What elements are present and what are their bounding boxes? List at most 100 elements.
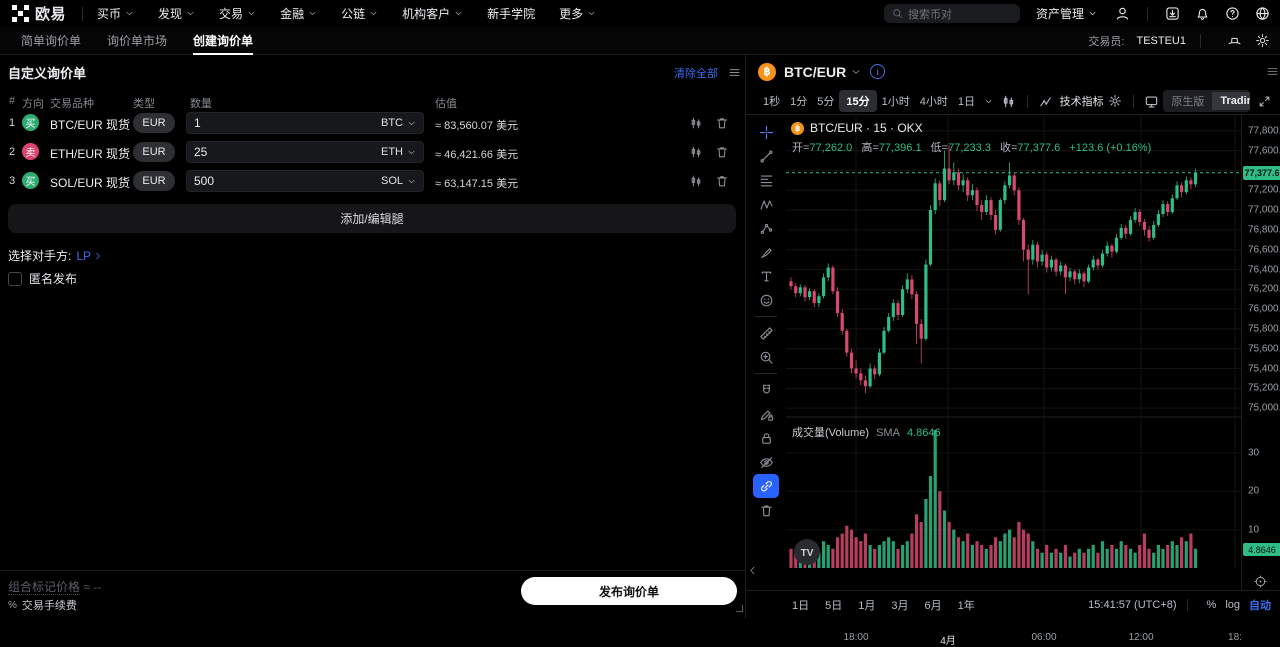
price-tick: 77,000.0	[1248, 204, 1280, 216]
crosshair-icon[interactable]	[753, 120, 779, 144]
unit-selector[interactable]: SOL	[381, 175, 416, 187]
tradingview-mode-button[interactable]: TradingView	[1212, 92, 1250, 110]
delete-leg-icon[interactable]	[715, 145, 729, 159]
nav-item-trade[interactable]: 交易	[219, 5, 256, 22]
pair-selector[interactable]: BTC/EUR 现货	[50, 116, 144, 133]
nav-item-finance[interactable]: 金融	[280, 5, 317, 22]
nav-item-chain[interactable]: 公链	[341, 5, 378, 22]
lock-icon[interactable]	[753, 426, 779, 450]
chart-menu-icon[interactable]	[1266, 65, 1279, 78]
percent-scale-button[interactable]: %	[1206, 598, 1217, 611]
hat-icon[interactable]	[1227, 33, 1242, 48]
user-icon[interactable]	[1115, 6, 1130, 21]
ruler-icon[interactable]	[753, 321, 779, 345]
view-chart-icon[interactable]	[689, 174, 703, 188]
help-icon[interactable]	[1225, 6, 1240, 21]
reset-scale-icon[interactable]	[1254, 575, 1267, 588]
range-5日[interactable]: 5日	[825, 599, 843, 612]
nav-item-academy[interactable]: 新手学院	[487, 7, 536, 21]
interval-1日[interactable]: 1日	[957, 96, 975, 108]
quantity-field[interactable]: 25 ETH	[186, 141, 424, 163]
clear-all-link[interactable]: 清除全部	[674, 67, 718, 80]
log-scale-button[interactable]: log	[1225, 598, 1240, 611]
price-axis[interactable]: 77,800.0 77,600.0 77,200.0 77,000.0 76,800.0…	[1241, 115, 1280, 590]
tab-simple-rfq[interactable]: 简单询价单	[21, 34, 82, 48]
link-icon[interactable]	[753, 474, 779, 498]
display-icon[interactable]	[1144, 94, 1159, 109]
expand-icon[interactable]	[1258, 95, 1271, 108]
type-pill[interactable]: EUR	[133, 142, 175, 162]
auto-scale-button[interactable]: 自动	[1249, 599, 1271, 612]
fee-label[interactable]: 交易手续费	[21, 600, 77, 612]
assets-menu[interactable]: 资产管理	[1036, 5, 1097, 22]
publish-rfq-button[interactable]: 发布询价单	[521, 577, 737, 605]
trash-icon[interactable]	[753, 498, 779, 522]
interval-1秒[interactable]: 1秒	[763, 96, 781, 108]
interval-4小时[interactable]: 4小时	[919, 96, 948, 108]
unit-selector[interactable]: BTC	[381, 117, 416, 129]
settings-icon[interactable]	[1255, 33, 1270, 48]
text-tool-icon[interactable]	[753, 264, 779, 288]
eye-hide-icon[interactable]	[753, 450, 779, 474]
okx-logo[interactable]	[12, 5, 29, 22]
interval-1小时[interactable]: 1小时	[881, 96, 910, 108]
tab-create-rfq[interactable]: 创建询价单	[180, 27, 266, 55]
counterparty-link[interactable]: LP	[76, 249, 103, 263]
nav-item-institutions[interactable]: 机构客户	[402, 5, 463, 22]
panel-menu-icon[interactable]	[728, 66, 741, 79]
view-chart-icon[interactable]	[689, 145, 703, 159]
fib-retracement-icon[interactable]	[753, 168, 779, 192]
nav-item-discover[interactable]: 发现	[158, 5, 195, 22]
zoom-in-icon[interactable]	[753, 345, 779, 369]
range-1月[interactable]: 1月	[858, 599, 876, 612]
nav-item-more[interactable]: 更多	[559, 5, 596, 22]
interval-15分[interactable]: 15分	[839, 90, 877, 112]
range-1日[interactable]: 1日	[792, 599, 810, 612]
resize-corner[interactable]	[736, 605, 743, 612]
pencil-lock-icon[interactable]	[753, 402, 779, 426]
view-chart-icon[interactable]	[689, 116, 703, 130]
trend-line-icon[interactable]	[753, 144, 779, 168]
interval-more-icon[interactable]	[984, 97, 993, 106]
notifications-icon[interactable]	[1195, 6, 1210, 21]
unit-selector[interactable]: ETH	[381, 146, 416, 158]
type-pill[interactable]: EUR	[133, 171, 175, 191]
info-icon[interactable]: i	[870, 64, 886, 79]
language-icon[interactable]	[1255, 6, 1270, 21]
interval-1分[interactable]: 1分	[790, 96, 808, 108]
quantity-field[interactable]: 500 SOL	[186, 170, 424, 192]
brand-name[interactable]: 欧易	[35, 6, 67, 23]
search-input[interactable]: 搜索币对	[883, 4, 1020, 23]
pair-selector[interactable]: SOL/EUR 现货	[50, 174, 144, 191]
chart-symbol[interactable]: BTC/EUR	[784, 63, 847, 80]
tab-rfq-market[interactable]: 询价单市场	[107, 34, 168, 48]
chevron-down-icon[interactable]	[851, 67, 861, 77]
emoji-icon[interactable]	[753, 288, 779, 312]
add-edit-legs-button[interactable]: 添加/编辑腿	[8, 204, 736, 233]
forecast-icon[interactable]	[753, 216, 779, 240]
chart-settings-icon[interactable]	[1108, 94, 1122, 108]
indicators-icon[interactable]	[1039, 94, 1054, 109]
interval-5分[interactable]: 5分	[817, 96, 835, 108]
download-icon[interactable]	[1165, 6, 1180, 21]
xabcd-pattern-icon[interactable]	[753, 192, 779, 216]
pair-selector[interactable]: ETH/EUR 现货	[50, 145, 144, 162]
nav-item-buy-crypto[interactable]: 买币	[97, 5, 134, 22]
delete-leg-icon[interactable]	[715, 174, 729, 188]
quantity-field[interactable]: 1 BTC	[186, 112, 424, 134]
brush-icon[interactable]	[753, 240, 779, 264]
delete-leg-icon[interactable]	[715, 116, 729, 130]
magnet-icon[interactable]	[753, 378, 779, 402]
anonymous-checkbox[interactable]	[8, 271, 22, 286]
indicators-label[interactable]: 技术指标	[1059, 96, 1104, 108]
time-axis[interactable]: 18:00 4月 06:00 12:00 18:	[786, 631, 1241, 647]
collapse-panel-icon[interactable]	[747, 565, 758, 576]
type-pill[interactable]: EUR	[133, 113, 175, 133]
range-3月[interactable]: 3月	[891, 599, 909, 612]
candle-style-icon[interactable]	[1001, 94, 1016, 109]
candlestick-chart[interactable]: TV	[786, 115, 1241, 590]
native-mode-button[interactable]: 原生版	[1171, 96, 1205, 108]
range-1年[interactable]: 1年	[957, 599, 975, 612]
range-6月[interactable]: 6月	[924, 599, 942, 612]
divider	[1147, 6, 1148, 21]
